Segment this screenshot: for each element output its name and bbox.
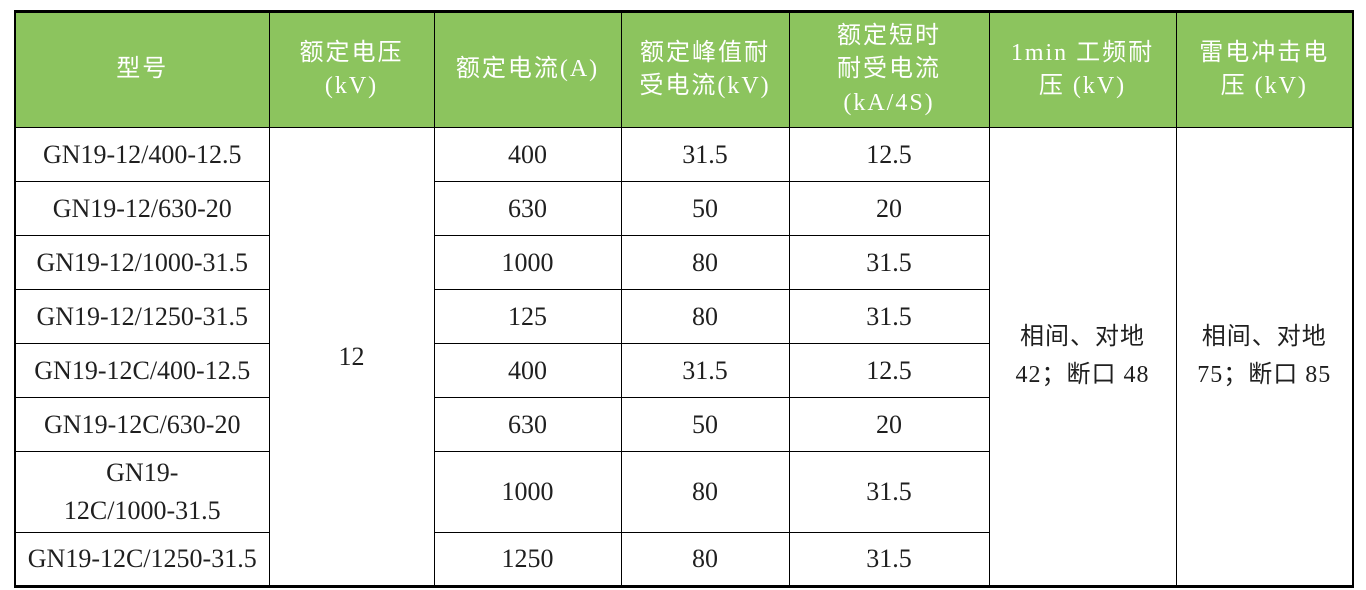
column-header-peak-withstand-current: 额定峰值耐 受电流(kV) xyxy=(620,11,790,128)
power-frequency-withstand-cell: 相间、对地 42；断口 48 xyxy=(988,127,1177,587)
rated-current-cell: 400 xyxy=(433,127,622,182)
column-header-lightning-impulse: 雷电冲击电 压 (kV) xyxy=(1175,11,1354,128)
column-header-rated-voltage: 额定电压 (kV) xyxy=(268,11,435,128)
model-cell: GN19-12C/400-12.5 xyxy=(14,343,270,398)
table-row: GN19-12C/1250-31.5 1250 80 31.5 xyxy=(14,532,1353,587)
peak-current-cell: 80 xyxy=(620,532,790,587)
model-cell: GN19-12C/630-20 xyxy=(14,397,270,452)
peak-current-cell: 80 xyxy=(620,235,790,290)
column-header-power-frequency-withstand: 1min 工频耐 压 (kV) xyxy=(988,11,1177,128)
table-row: GN19- 12C/1000-31.5 1000 80 31.5 xyxy=(14,451,1353,533)
short-time-current-cell: 31.5 xyxy=(788,235,990,290)
rated-current-cell: 1000 xyxy=(433,451,622,533)
model-cell: GN19-12C/1250-31.5 xyxy=(14,532,270,587)
peak-current-cell: 50 xyxy=(620,181,790,236)
lightning-impulse-cell: 相间、对地 75；断口 85 xyxy=(1175,127,1354,587)
rated-current-cell: 1250 xyxy=(433,532,622,587)
peak-current-cell: 50 xyxy=(620,397,790,452)
model-cell: GN19-12/400-12.5 xyxy=(14,127,270,182)
short-time-current-cell: 31.5 xyxy=(788,451,990,533)
peak-current-cell: 80 xyxy=(620,289,790,344)
peak-current-cell: 31.5 xyxy=(620,127,790,182)
peak-current-cell: 80 xyxy=(620,451,790,533)
rated-current-cell: 1000 xyxy=(433,235,622,290)
model-cell: GN19- 12C/1000-31.5 xyxy=(14,451,270,533)
column-header-model: 型号 xyxy=(14,11,270,128)
model-cell: GN19-12/1000-31.5 xyxy=(14,235,270,290)
rated-current-cell: 630 xyxy=(433,397,622,452)
short-time-current-cell: 12.5 xyxy=(788,127,990,182)
short-time-current-cell: 20 xyxy=(788,181,990,236)
short-time-current-cell: 31.5 xyxy=(788,532,990,587)
model-cell: GN19-12/1250-31.5 xyxy=(14,289,270,344)
short-time-current-cell: 20 xyxy=(788,397,990,452)
rated-voltage-cell: 12 xyxy=(268,127,435,587)
header-row: 型号 额定电压 (kV) 额定电流(A) 额定峰值耐 受电流(kV) 额定短时 … xyxy=(14,11,1354,128)
rated-current-cell: 400 xyxy=(433,343,622,398)
rated-current-cell: 630 xyxy=(433,181,622,236)
table-row: GN19-12/1000-31.5 1000 80 31.5 xyxy=(14,235,1353,290)
rated-current-cell: 125 xyxy=(433,289,622,344)
table-row: GN19-12/1250-31.5 125 80 31.5 xyxy=(14,289,1353,344)
table-row: GN19-12C/630-20 630 50 20 xyxy=(14,397,1353,452)
peak-current-cell: 31.5 xyxy=(620,343,790,398)
model-cell: GN19-12/630-20 xyxy=(14,181,270,236)
column-header-short-time-withstand-current: 额定短时 耐受电流 (kA/4S) xyxy=(788,11,990,128)
table-row: GN19-12/400-12.5 12 400 31.5 12.5 相间、对地 … xyxy=(14,127,1354,587)
spec-table: 型号 额定电压 (kV) 额定电流(A) 额定峰值耐 受电流(kV) 额定短时 … xyxy=(14,10,1354,588)
table-row: GN19-12C/400-12.5 400 31.5 12.5 xyxy=(14,343,1353,398)
column-header-rated-current: 额定电流(A) xyxy=(433,11,622,128)
short-time-current-cell: 31.5 xyxy=(788,289,990,344)
short-time-current-cell: 12.5 xyxy=(788,343,990,398)
